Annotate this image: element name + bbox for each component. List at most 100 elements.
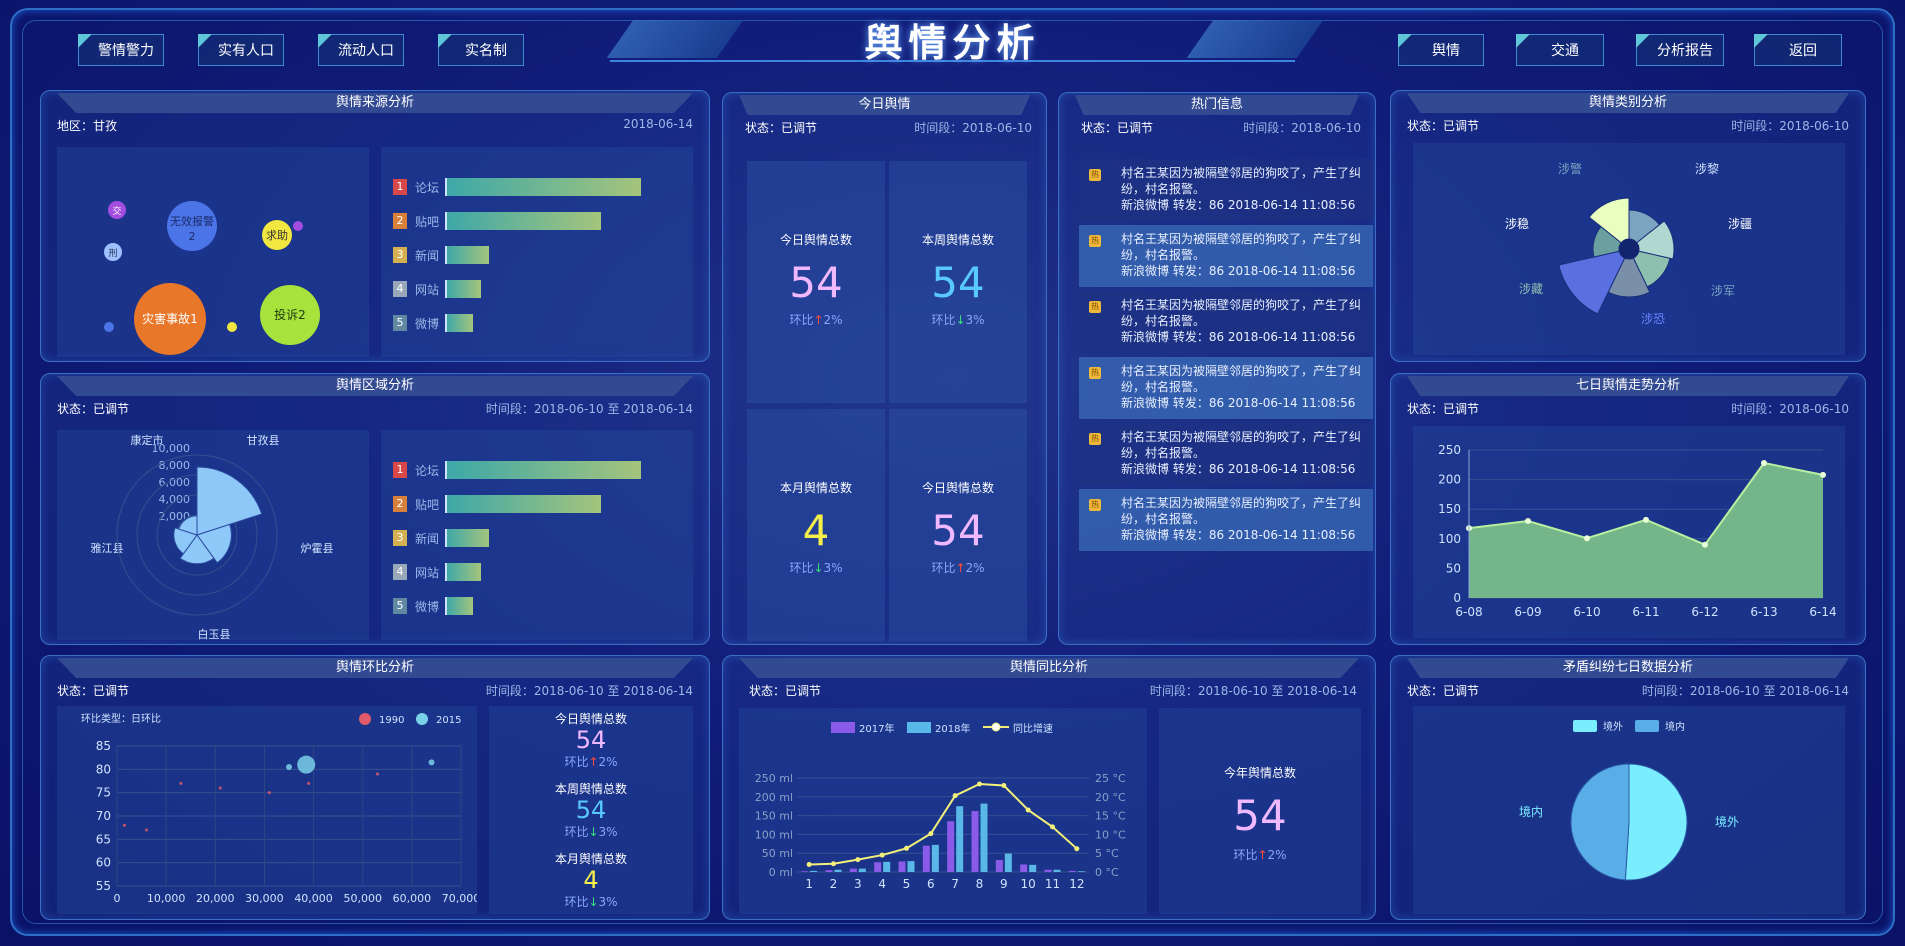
hot-tag-icon: 热 [1089,301,1101,313]
trend-x-tick: 6-13 [1750,605,1777,619]
nav-opinion-button[interactable]: 舆情 [1398,34,1484,66]
rank-number: 4 [393,281,407,297]
category-label-police: 涉警 [1558,161,1582,176]
legend-2015-dot [416,713,428,725]
yoy-y-right-tick: 15 °C [1095,810,1126,823]
nav-report-button[interactable]: 分析报告 [1636,34,1724,66]
hot-list-item[interactable]: 热 村名王某因为被隔壁邻居的狗咬了，产生了纠纷，村名报警。 新浪微博 转发：86… [1079,489,1373,551]
hot-list-item[interactable]: 热 村名王某因为被隔壁邻居的狗咬了，产生了纠纷，村名报警。 新浪微博 转发：86… [1079,423,1373,485]
hot-list-item[interactable]: 热 村名王某因为被隔壁邻居的狗咬了，产生了纠纷，村名报警。 新浪微博 转发：86… [1079,357,1373,419]
bubble-criminal-label: 刑 [108,248,117,259]
trend-point [1702,541,1708,548]
scatter-y-tick: 55 [96,879,111,893]
kpi-ratio-pct: 3% [965,313,985,327]
category-label-stable: 涉稳 [1505,216,1529,231]
trend-y-tick: 50 [1446,561,1461,575]
source-ranking: 1 论坛 2 贴吧 3 新闻 4 网站 5 微博 [381,147,693,357]
nav-resident-button[interactable]: 实有人口 [198,34,284,66]
trend-x-tick: 6-12 [1691,605,1718,619]
yoy-bar-2017 [849,868,857,872]
nav-realname-button[interactable]: 实名制 [438,34,524,66]
outer-frame [10,8,1895,936]
category-panel-header: 状态：已调节 时间段：2018-06-10 [1407,117,1849,135]
hot-list-item[interactable]: 热 村名王某因为被隔壁邻居的狗咬了，产生了纠纷，村名报警。 新浪微博 转发：86… [1079,291,1373,353]
hot-panel-header: 状态：已调节 时间段：2018-06-10 [1081,119,1361,137]
today-panel: 今日舆情 状态：已调节 时间段：2018-06-10 今日舆情总数 54 环比↑… [722,92,1047,645]
bubble-invalid [167,201,217,251]
trend-x-tick: 6-14 [1809,605,1836,619]
yoy-status: 状态：已调节 [749,684,822,698]
hot-list-item[interactable]: 热 村名王某因为被隔壁邻居的狗咬了，产生了纠纷，村名报警。 新浪微博 转发：86… [1079,225,1373,287]
trend-y-tick: 150 [1438,502,1461,516]
trend-area-chart: 0 50 100 150 200 250 6-08 6-09 6-10 6-11 6-12 6-13 6… [1438,443,1837,619]
arrow-down-icon: ↓ [955,313,966,327]
rank-name: 论坛 [415,463,440,478]
nav-back-button[interactable]: 返回 [1754,34,1842,66]
region-label-luhuo: 炉霍县 [301,542,334,555]
ring-kpi-area: 今日舆情总数 54 环比↑2% 本周舆情总数 54 环比↓3% 本月舆情总数 4… [489,706,693,914]
yoy-bar-2017 [995,859,1003,872]
scatter-point-1990 [307,781,311,785]
region-label-ganzi: 甘孜县 [247,433,280,447]
hot-item-meta: 新浪微博 转发：86 2018-06-14 11:08:56 [1121,264,1356,278]
yoy-y-right-tick: 10 °C [1095,828,1126,841]
nav-police-button[interactable]: 警情警力 [78,34,164,66]
scatter-x-tick: 40,000 [294,892,333,905]
yoy-bar-2017 [898,861,906,872]
ring-kpi-week: 本周舆情总数 54 环比↓3% [489,780,693,840]
rank-number: 2 [393,213,407,229]
region-rank-row: 5 微博 [393,596,473,616]
nav-floating-button[interactable]: 流动人口 [318,34,404,66]
bubble-help-label: 求助 [266,228,288,242]
arrow-down-icon: ↓ [588,895,599,909]
bubble-traffic [108,201,126,219]
kpi-ratio-pct: 3% [823,561,843,575]
trend-y-tick: 0 [1453,591,1461,605]
rank-number: 3 [393,530,407,546]
yoy-y-left-tick: 150 ml [755,810,793,823]
yoy-y-left-tick: 0 ml [769,866,793,879]
rank-name: 网站 [415,282,440,297]
inner-frame [22,20,1883,924]
kpi-ratio-label: 环比 [1233,848,1258,862]
category-label-li: 涉黎 [1695,162,1719,176]
yoy-y-right-tick: 5 °C [1095,847,1119,860]
dispute-panel-title: 矛盾纠纷七日数据分析 [1407,658,1849,678]
ring-status: 状态：已调节 [57,684,130,698]
title-underline [610,60,1295,64]
ring-period: 时间段：2018-06-10 至 2018-06-14 [485,684,693,698]
region-tick: 2,000 [159,510,191,523]
category-status: 状态：已调节 [1407,119,1480,133]
yoy-y-right-tick: 20 °C [1095,791,1126,804]
region-rank-row: 2 贴吧 [393,494,601,514]
nav-traffic-button[interactable]: 交通 [1516,34,1604,66]
legend-1990-label: 1990 [379,715,404,726]
legend-overseas-label: 境外 [1603,720,1623,733]
hot-status: 状态：已调节 [1081,121,1154,135]
hot-list-item[interactable]: 热 村名王某因为被隔壁邻居的狗咬了，产生了纠纷，村名报警。 新浪微博 转发：86… [1079,159,1373,221]
yoy-bar-2018 [883,861,891,872]
dispute-slice-境外 [1624,763,1688,881]
yoy-bar-2017 [801,871,809,872]
kpi-ratio-label: 环比 [789,561,814,575]
category-rose-hub [1619,239,1639,259]
rank-number: 5 [393,315,407,331]
region-tick: 8,000 [159,459,191,472]
hot-item-text: 村名王某因为被隔壁邻居的狗咬了，产生了纠纷，村名报警。 [1121,298,1362,328]
yoy-y-left-tick: 100 ml [755,828,793,841]
yoy-bar-2018 [1053,869,1061,872]
kpi-ratio-pct: 2% [823,313,843,327]
rank-bar [445,246,489,264]
yoy-growth-point [1025,807,1031,813]
region-ring [116,454,278,616]
region-tick: 4,000 [159,493,191,506]
hot-tag-icon: 热 [1089,367,1101,379]
category-label-tibet: 涉藏 [1519,282,1543,296]
hot-item-text: 村名王某因为被隔壁邻居的狗咬了，产生了纠纷，村名报警。 [1121,232,1362,262]
rank-bar [445,597,473,615]
rank-name: 网站 [415,565,440,580]
source-rank-row: 5 微博 [393,313,473,333]
source-rank-row: 2 贴吧 [393,211,601,231]
trend-panel: 七日舆情走势分析 状态：已调节 时间段：2018-06-10 0 50 100 150… [1390,373,1866,645]
yoy-chart-area: 2017年 2018年 同比增速 250 ml 25 °C 200 ml 20 °C 1… [739,708,1147,914]
